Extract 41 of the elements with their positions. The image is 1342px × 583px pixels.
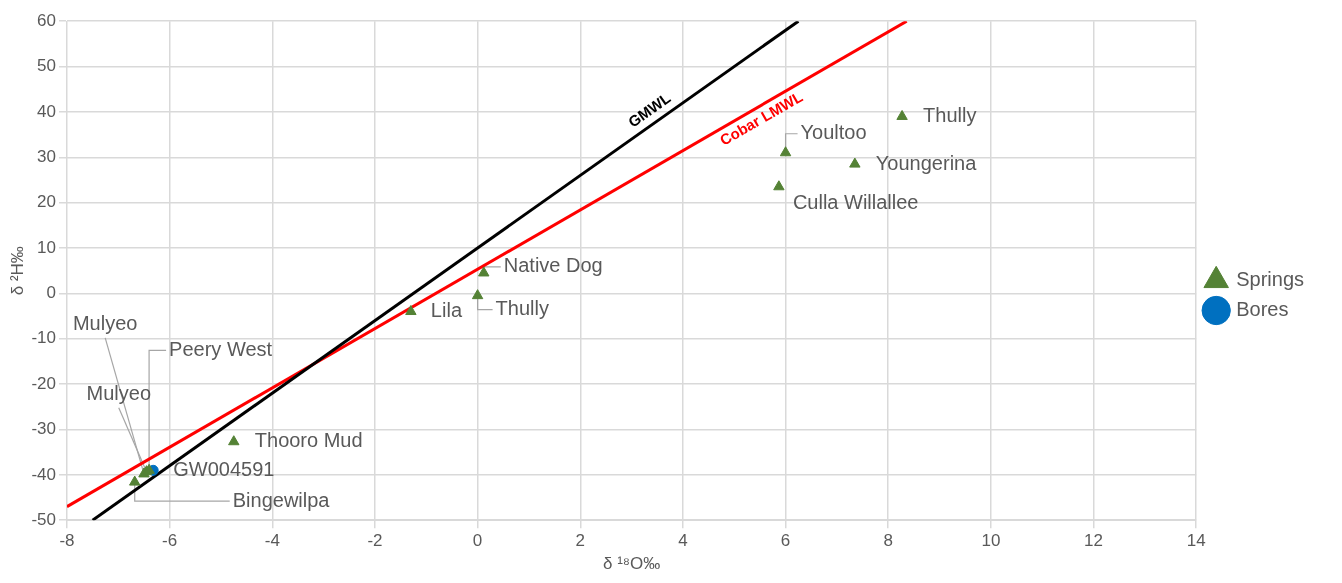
y-tick-label: -30 [31,419,56,439]
x-tick-label: 12 [1084,531,1103,551]
annotation: Mulyeo [86,382,152,405]
annotation: GW004591 [173,457,275,480]
y-tick-label: -20 [31,373,56,393]
y-tick-label: 60 [37,10,56,30]
annotation: Youltoo [800,121,867,144]
legend-label: Springs [1236,268,1304,291]
x-axis-title: δ ¹⁸O‰ [602,554,661,574]
legend-label: Bores [1236,298,1289,321]
x-tick-label: 10 [981,531,1001,551]
y-tick-label: -10 [31,328,56,348]
x-tick-label: 8 [883,531,893,551]
annotation: Native Dog [503,254,603,277]
annotation: Mulyeo [72,312,138,335]
y-tick-label: 10 [37,237,56,257]
y-tick-label: 30 [37,146,56,166]
x-tick-label: 0 [472,531,483,551]
x-tick-label: -6 [162,531,178,551]
y-tick-label: 20 [37,192,56,212]
annotation: Lila [430,299,463,322]
annotation: Thully [495,297,549,320]
y-tick-label: 0 [46,283,56,303]
annotation: Bingewilpa [232,488,331,511]
y-axis-title: δ ²H‰ [7,246,27,296]
x-tick-label: 2 [575,531,585,551]
x-tick-label: -8 [59,531,75,551]
annotation: Peery West [169,337,273,360]
x-tick-label: -2 [367,531,383,551]
x-tick-label: 4 [678,531,688,551]
x-tick-label: 6 [780,531,791,551]
annotation: Thooro Mud [254,429,363,452]
annotation: Thully [923,103,977,126]
y-tick-label: 50 [37,56,56,76]
x-tick-label: -4 [264,531,280,551]
x-tick-label: 14 [1186,531,1206,551]
annotation: Culla Willallee [792,191,919,214]
y-tick-label: 40 [37,101,56,121]
y-tick-label: -40 [31,464,56,484]
annotation: Youngerina [875,151,978,174]
y-tick-label: -50 [31,509,56,529]
